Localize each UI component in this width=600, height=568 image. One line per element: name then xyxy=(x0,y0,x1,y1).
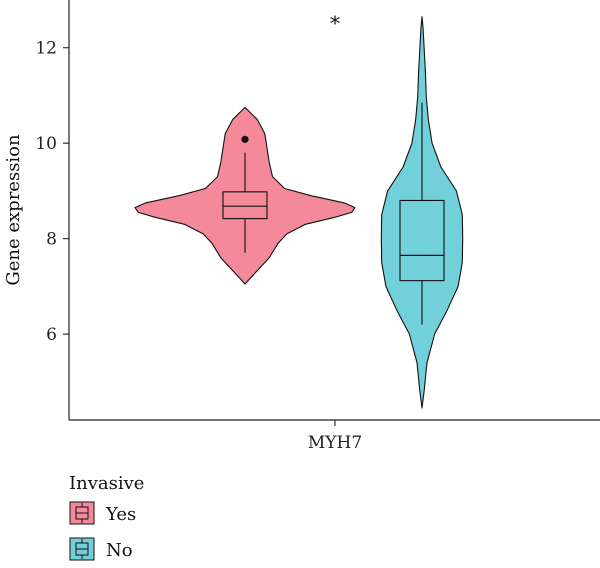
legend-label-no: No xyxy=(106,540,133,561)
box-yes xyxy=(222,191,268,220)
significance-annotation: * xyxy=(330,11,340,35)
y-tick-label-8: 8 xyxy=(46,230,57,250)
y-tick-label-12: 12 xyxy=(35,39,57,59)
axes: 6 8 10 12 MYH7 Gene expression xyxy=(3,0,600,453)
legend-title: Invasive xyxy=(69,473,144,494)
legend-key-yes xyxy=(69,501,95,525)
y-tick-label-10: 10 xyxy=(35,134,57,154)
x-tick-label: MYH7 xyxy=(308,433,362,453)
plot-area: * xyxy=(134,11,464,409)
legend-label-yes: Yes xyxy=(105,504,136,525)
legend: Invasive Yes No xyxy=(69,473,144,561)
y-tick-label-6: 6 xyxy=(46,325,57,345)
outlier-point-yes xyxy=(241,135,249,143)
legend-key-no xyxy=(69,537,95,561)
box-no xyxy=(399,199,445,282)
y-axis-title: Gene expression xyxy=(3,134,24,286)
